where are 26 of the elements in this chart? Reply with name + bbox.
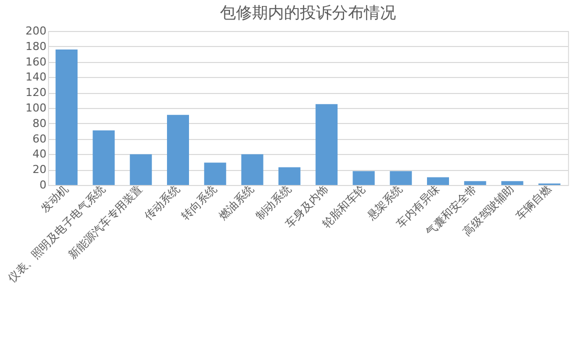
bar bbox=[92, 130, 115, 185]
bar bbox=[167, 114, 189, 185]
y-tick-label: 20 bbox=[32, 163, 46, 176]
bar bbox=[464, 181, 486, 185]
bar bbox=[501, 181, 524, 185]
x-tick-label: 车辆自燃 bbox=[513, 182, 554, 223]
y-tick-label: 60 bbox=[32, 132, 46, 146]
bar bbox=[241, 154, 264, 185]
chart-title: 包修期内的投诉分布情况 bbox=[220, 3, 396, 22]
bar bbox=[427, 177, 449, 185]
y-tick-label: 100 bbox=[26, 102, 46, 114]
bar bbox=[390, 171, 412, 185]
y-tick-label: 120 bbox=[26, 86, 46, 100]
bar bbox=[204, 162, 226, 185]
bar bbox=[316, 104, 338, 185]
y-tick-label: 200 bbox=[26, 24, 46, 38]
bar bbox=[278, 167, 300, 185]
bar bbox=[130, 154, 152, 185]
y-tick-label: 0 bbox=[40, 178, 46, 192]
y-tick-label: 40 bbox=[32, 148, 46, 161]
y-tick-label: 140 bbox=[26, 70, 46, 84]
y-tick-label: 180 bbox=[26, 40, 46, 53]
y-tick-label: 160 bbox=[26, 55, 46, 68]
bar bbox=[56, 49, 78, 185]
y-tick-label: 80 bbox=[32, 116, 46, 130]
bar bbox=[352, 171, 375, 185]
